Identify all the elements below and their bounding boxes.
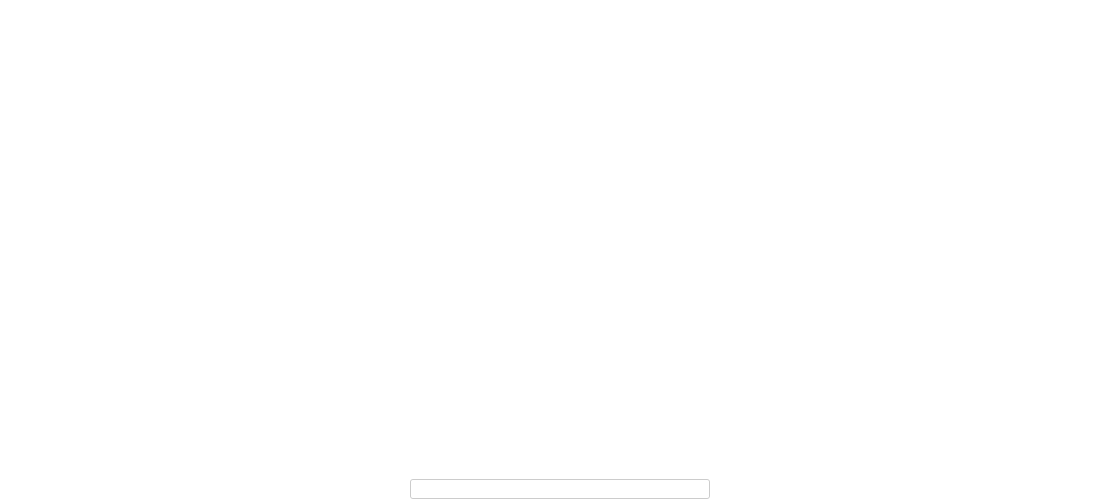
- t-media-2025-line-swatch: [649, 483, 685, 495]
- mediana-line-swatch: [575, 483, 611, 495]
- legend-item-percentil-5: [501, 483, 545, 495]
- chart-legend: [410, 479, 710, 499]
- legend-item-percentil-95: [427, 483, 471, 495]
- temperature-line-chart: [0, 0, 1120, 474]
- legend-item-t-media-2025: [649, 483, 693, 495]
- legend-item-mediana: [575, 483, 619, 495]
- percentil-95-line-swatch: [427, 483, 463, 495]
- percentil-5-line-swatch: [501, 483, 537, 495]
